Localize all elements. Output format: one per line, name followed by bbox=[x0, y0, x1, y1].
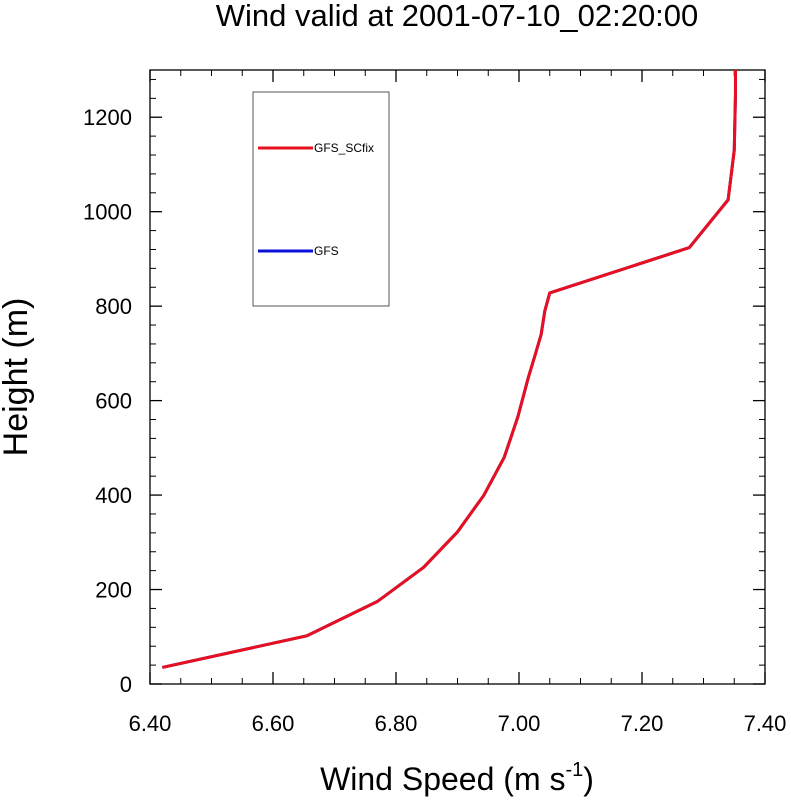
y-tick-label: 400 bbox=[95, 483, 132, 508]
y-tick-label: 0 bbox=[120, 672, 132, 697]
y-tick-label: 200 bbox=[95, 578, 132, 603]
x-axis-label-main: Wind Speed (m s bbox=[320, 761, 565, 797]
series-line-gfs-scfix bbox=[161, 70, 737, 669]
x-tick-label: 6.40 bbox=[129, 711, 172, 736]
series-layer bbox=[161, 70, 737, 669]
x-axis-label: Wind Speed (m s-1) bbox=[320, 759, 594, 797]
legend-box bbox=[252, 91, 390, 307]
x-tick-label: 6.60 bbox=[252, 711, 295, 736]
chart-title: Wind valid at 2001-07-10_02:20:00 bbox=[216, 0, 699, 33]
y-tick-label: 1200 bbox=[83, 105, 132, 130]
legend: GFS_SCfix GFS bbox=[252, 91, 390, 307]
axis-tick-labels: 6.40 6.60 6.80 7.00 7.20 7.40 0 200 400 600 800 100… bbox=[83, 105, 786, 736]
legend-label-gfs: GFS bbox=[314, 244, 339, 258]
plot-frame bbox=[149, 69, 766, 685]
x-tick-label: 6.80 bbox=[375, 711, 418, 736]
axis-ticks bbox=[149, 70, 766, 685]
x-axis-label-close: ) bbox=[583, 761, 594, 797]
x-axis-label-exponent: -1 bbox=[565, 759, 583, 781]
y-tick-label: 600 bbox=[95, 389, 132, 414]
series-line-gfs bbox=[161, 70, 737, 669]
x-tick-label: 7.00 bbox=[498, 711, 541, 736]
x-tick-label: 7.20 bbox=[621, 711, 664, 736]
y-tick-label: 800 bbox=[95, 294, 132, 319]
y-tick-label: 1000 bbox=[83, 200, 132, 225]
plot-border bbox=[149, 69, 766, 685]
legend-label-gfs-scfix: GFS_SCfix bbox=[314, 141, 374, 155]
x-tick-label: 7.40 bbox=[744, 711, 787, 736]
y-axis-label: Height (m) bbox=[0, 298, 35, 457]
